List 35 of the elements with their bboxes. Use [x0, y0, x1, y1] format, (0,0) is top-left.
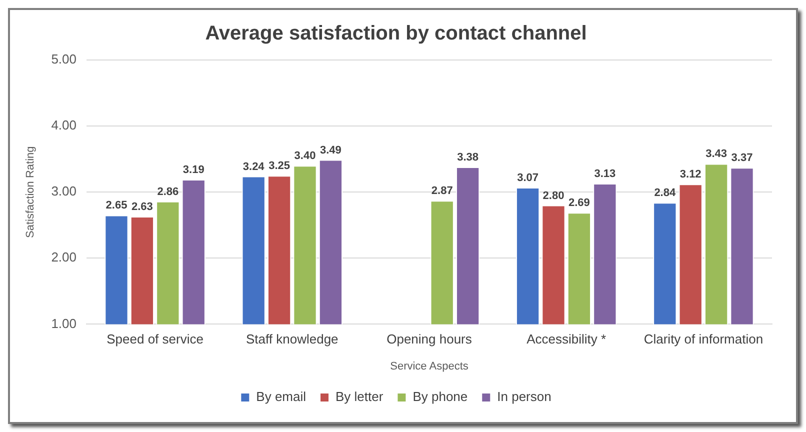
y-tick-label: 2.00 [51, 250, 76, 265]
data-label: 3.43 [706, 148, 728, 160]
x-tick-label: Opening hours [386, 332, 472, 347]
chart-title: Average satisfaction by contact channel [205, 22, 587, 45]
legend-label: By phone [412, 389, 468, 404]
data-label: 3.07 [517, 172, 538, 184]
legend-label: By email [256, 389, 306, 404]
legend-label: By letter [336, 389, 384, 404]
y-tick-label: 4.00 [51, 118, 76, 133]
y-tick-label: 5.00 [51, 52, 76, 67]
data-label: 2.69 [568, 197, 590, 210]
y-tick-label: 1.00 [51, 316, 76, 331]
data-label: 3.49 [320, 144, 342, 156]
data-label: 2.87 [431, 185, 453, 198]
y-axis-title: Satisfaction Rating [24, 146, 37, 238]
x-tick-label: Accessibility * [526, 332, 606, 347]
y-tick-label: 3.00 [51, 184, 76, 199]
legend-label: In person [497, 389, 552, 404]
data-label: 3.24 [242, 160, 266, 173]
data-label: 3.37 [731, 152, 753, 164]
data-label: 2.84 [654, 187, 676, 200]
data-label: 3.12 [680, 168, 702, 181]
x-tick-label: Clarity of information [644, 332, 764, 347]
data-label: 3.19 [182, 164, 204, 176]
x-tick-label: Staff knowledge [246, 332, 338, 347]
data-label: 3.13 [594, 168, 616, 180]
data-label: 3.38 [457, 152, 479, 164]
x-axis-title: Service Aspects [390, 360, 469, 372]
data-label: 2.86 [157, 186, 179, 198]
data-label: 2.65 [106, 200, 128, 212]
data-label: 2.80 [542, 190, 564, 202]
x-tick-label: Speed of service [106, 332, 204, 347]
data-label: 2.63 [131, 201, 153, 214]
data-label: 3.40 [294, 150, 316, 162]
data-label: 3.25 [268, 160, 290, 172]
